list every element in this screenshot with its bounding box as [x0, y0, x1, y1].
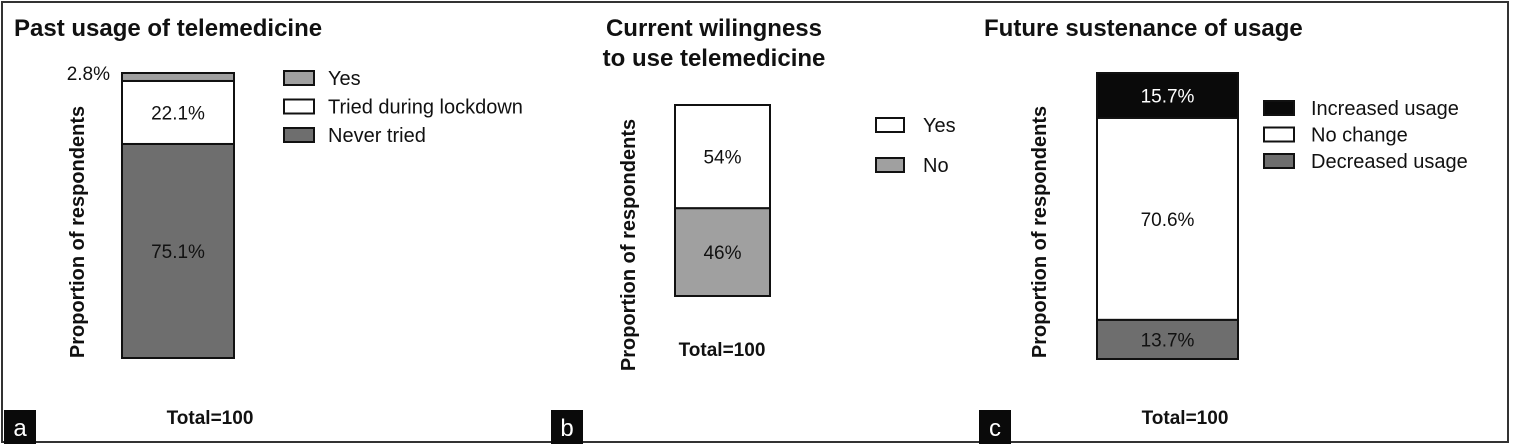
- panel-a-data-label-tried-during-lockdown: 22.1%: [151, 103, 205, 124]
- panel-c-y-axis-label: Proportion of respondents: [1029, 106, 1051, 358]
- panel-c-legend-label-decreased-usage: Decreased usage: [1311, 151, 1468, 173]
- panel-a-bar-segment-tried-during-lockdown: [121, 79, 235, 145]
- panel-b-bar-segment-no: [674, 207, 771, 297]
- panel-c-data-label-decreased-usage: 13.7%: [1141, 330, 1195, 351]
- panel-a-legend-label-never-tried: Never tried: [328, 125, 426, 147]
- panel-c-bar-segment-increased-usage: [1096, 72, 1239, 119]
- panel-a-y-axis-label: Proportion of respondents: [67, 106, 89, 358]
- panel-c-badge-label: c: [989, 415, 1001, 442]
- panel-b-legend-label-no: No: [923, 155, 949, 177]
- panel-b-title-line: Current wilingness: [606, 15, 822, 42]
- panel-a-legend-label-tried-during-lockdown: Tried during lockdown: [328, 97, 523, 119]
- panel-a-data-label-yes: 2.8%: [67, 64, 110, 85]
- panel-b-legend-swatch-no: [875, 157, 905, 173]
- panel-a-badge: [4, 410, 36, 444]
- panel-a-legend-swatch-never-tried: [283, 127, 315, 143]
- panel-a-title: Past usage of telemedicine: [14, 15, 322, 42]
- panel-b-data-label-no: 46%: [703, 243, 741, 264]
- panel-c-badge: [979, 410, 1011, 444]
- panel-a-x-axis-label: Total=100: [167, 408, 254, 429]
- panel-a-legend-swatch-tried-during-lockdown: [283, 98, 315, 115]
- panel-b-bar-segment-yes: [674, 104, 771, 210]
- panel-a-badge-label: a: [13, 415, 27, 442]
- panel-b-badge-label: b: [560, 415, 573, 442]
- panel-a-legend-label-yes: Yes: [328, 68, 361, 90]
- panel-c-data-label-no-change: 70.6%: [1141, 210, 1195, 231]
- panel-b-data-label-yes: 54%: [703, 148, 741, 169]
- panel-c-x-axis-label: Total=100: [1142, 408, 1229, 429]
- panel-c-bar-segment-no-change: [1096, 116, 1239, 321]
- panel-a-legend-swatch-yes: [283, 70, 315, 86]
- panel-c-bar-segment-decreased-usage: [1096, 318, 1239, 360]
- panel-b-y-axis-label: Proportion of respondents: [618, 119, 640, 371]
- panel-c-legend-label-increased-usage: Increased usage: [1311, 98, 1459, 120]
- panel-b-legend-swatch-yes: [875, 117, 905, 133]
- panel-c-legend-swatch-increased-usage: [1263, 100, 1295, 116]
- panel-c-title: Future sustenance of usage: [984, 15, 1303, 42]
- panel-a-data-label-never-tried: 75.1%: [151, 242, 205, 263]
- panel-c-legend-swatch-no-change: [1263, 126, 1295, 143]
- panel-b-badge: [551, 410, 583, 444]
- panel-c-legend-label-no-change: No change: [1311, 125, 1408, 147]
- panel-b-legend-label-yes: Yes: [923, 115, 956, 137]
- panel-c-legend-swatch-decreased-usage: [1263, 153, 1295, 169]
- panel-b-x-axis-label: Total=100: [679, 340, 766, 361]
- panel-b-title-line: to use telemedicine: [603, 45, 826, 72]
- panel-a-bar-segment-yes: [121, 72, 235, 82]
- panel-c-data-label-increased-usage: 15.7%: [1141, 86, 1195, 107]
